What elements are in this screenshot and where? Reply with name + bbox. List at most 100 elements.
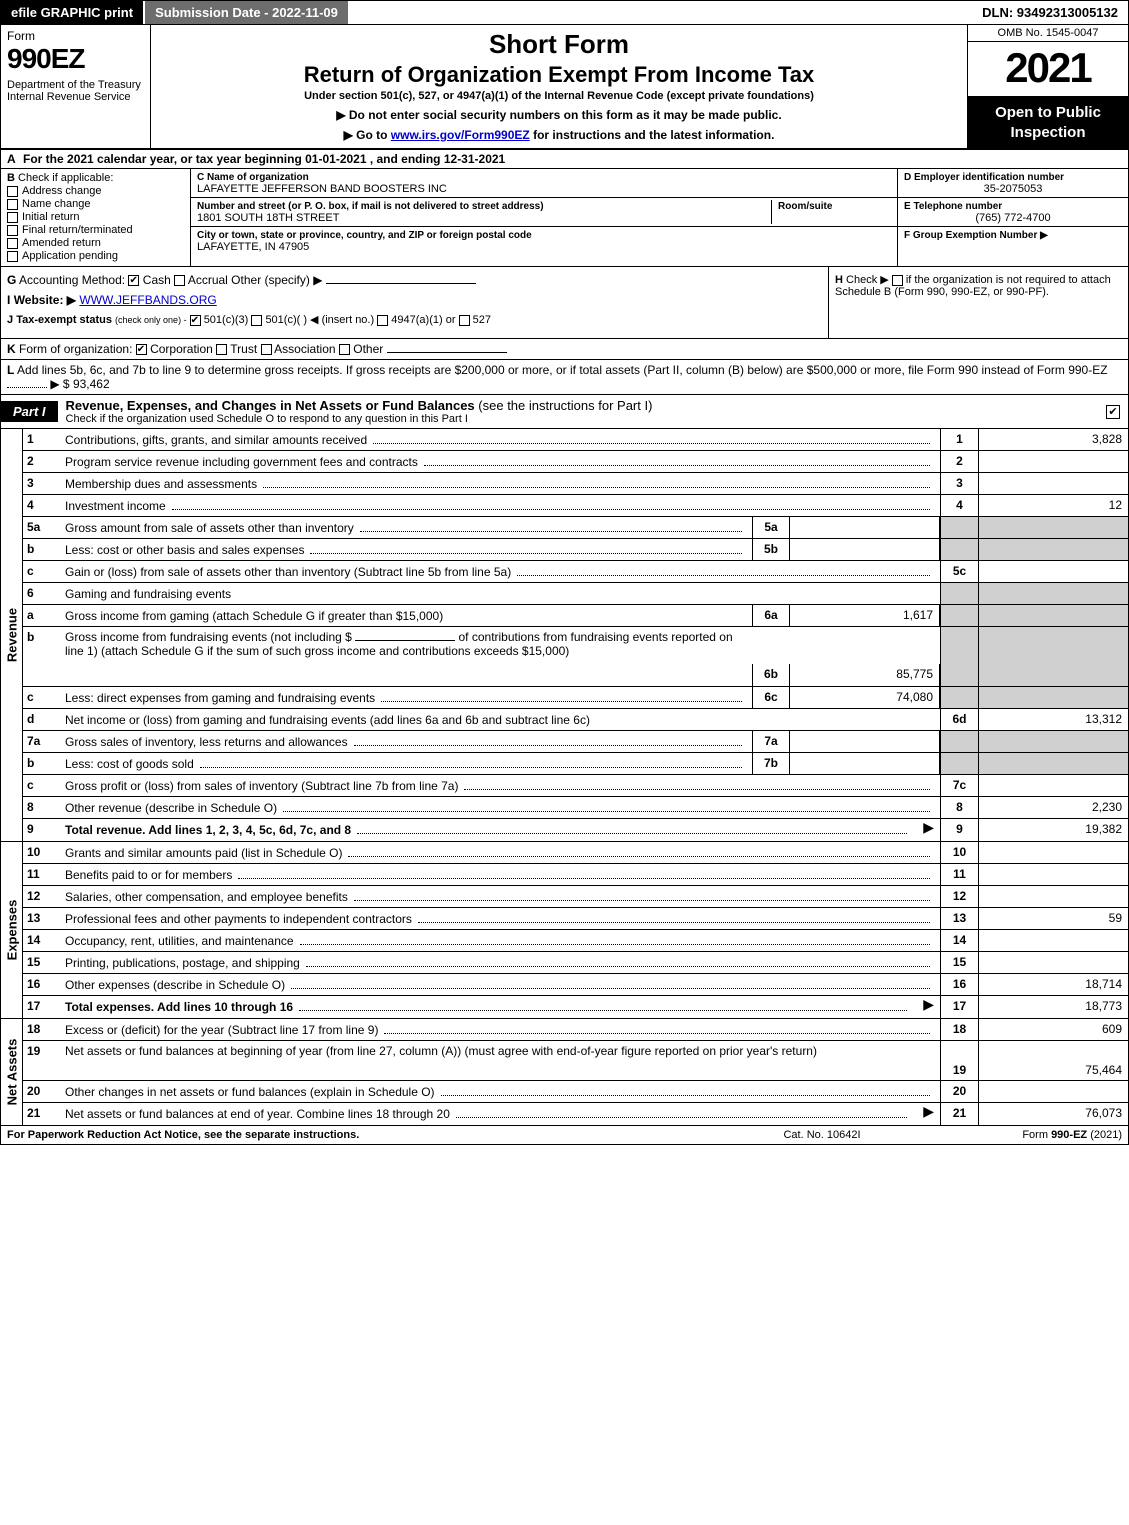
contrib-amount-input[interactable]: [355, 640, 455, 641]
check-h[interactable]: [892, 275, 903, 286]
b-item-5: Application pending: [22, 250, 118, 262]
check-corporation[interactable]: [136, 344, 147, 355]
line-desc: Printing, publications, postage, and shi…: [61, 952, 940, 973]
footer-right-post: (2021): [1087, 1129, 1122, 1141]
line-rnum-shaded: [940, 517, 978, 538]
revenue-label: Revenue: [4, 608, 19, 662]
col-c: C Name of organization LAFAYETTE JEFFERS…: [191, 169, 898, 266]
check-address-change[interactable]: Address change: [7, 185, 184, 197]
line-rnum-shaded: [940, 583, 978, 604]
k-opt-1: Trust: [230, 342, 257, 356]
line-rval: [978, 1081, 1128, 1102]
other-org-input[interactable]: [387, 352, 507, 353]
check-other-org[interactable]: [339, 344, 350, 355]
line-num: 3: [23, 473, 61, 494]
line-num: 17: [23, 996, 61, 1018]
l-text: Add lines 5b, 6c, and 7b to line 9 to de…: [17, 363, 1108, 377]
label-g: G: [7, 273, 16, 287]
arrow-icon: ▶: [917, 996, 940, 1018]
line-rval: 12: [978, 495, 1128, 516]
check-application-pending[interactable]: Application pending: [7, 250, 184, 262]
line-rnum: 3: [940, 473, 978, 494]
line-ival: [790, 753, 940, 774]
top-bar: efile GRAPHIC print Submission Date - 20…: [0, 0, 1129, 25]
line-rnum: 4: [940, 495, 978, 516]
line-desc: Gaming and fundraising events: [61, 583, 940, 604]
net-assets-side-label: Net Assets: [1, 1019, 23, 1125]
line-num: 8: [23, 797, 61, 818]
check-501c3[interactable]: [190, 315, 201, 326]
line-num: 20: [23, 1081, 61, 1102]
line-7c: c Gross profit or (loss) from sales of i…: [23, 775, 1128, 797]
line-rval-shaded: [978, 605, 1128, 626]
part-1-title: Revenue, Expenses, and Changes in Net As…: [58, 395, 1106, 428]
check-name-change[interactable]: Name change: [7, 198, 184, 210]
check-501c[interactable]: [251, 315, 262, 326]
i-title: Website: ▶: [14, 293, 76, 307]
check-schedule-o-part1[interactable]: [1106, 405, 1120, 419]
revenue-lines: 1 Contributions, gifts, grants, and simi…: [23, 429, 1128, 841]
line-num: 12: [23, 886, 61, 907]
form-number: 990EZ: [7, 43, 144, 75]
check-accrual[interactable]: [174, 275, 185, 286]
label-b: B: [7, 172, 15, 184]
line-rnum: 7c: [940, 775, 978, 796]
line-rval-shaded: [978, 687, 1128, 708]
label-k: K: [7, 342, 16, 356]
expenses-section: Expenses 10 Grants and similar amounts p…: [0, 842, 1129, 1019]
check-4947[interactable]: [377, 315, 388, 326]
instruction-2: ▶ Go to www.irs.gov/Form990EZ for instru…: [159, 128, 959, 142]
line-num: 18: [23, 1019, 61, 1040]
instr2-pre: ▶ Go to: [344, 128, 391, 142]
line-rval-shaded: [978, 753, 1128, 774]
check-initial-return[interactable]: Initial return: [7, 211, 184, 223]
address-row: Number and street (or P. O. box, if mail…: [191, 198, 897, 227]
line-6: 6 Gaming and fundraising events: [23, 583, 1128, 605]
line-desc: Less: direct expenses from gaming and fu…: [61, 687, 752, 708]
line-rval: 59: [978, 908, 1128, 929]
check-amended-return[interactable]: Amended return: [7, 237, 184, 249]
line-rval: 19,382: [978, 819, 1128, 841]
line-rval: [978, 930, 1128, 951]
line-desc: Contributions, gifts, grants, and simila…: [61, 429, 940, 450]
j-sub: (check only one) -: [115, 315, 187, 325]
line-num: 7a: [23, 731, 61, 752]
line-inum: 5b: [752, 539, 790, 560]
net-assets-label: Net Assets: [4, 1039, 19, 1106]
arrow-icon: ▶: [1040, 230, 1048, 241]
line-ival: 74,080: [790, 687, 940, 708]
efile-print-button[interactable]: efile GRAPHIC print: [1, 1, 143, 24]
line-desc: Gross income from fundraising events (no…: [61, 627, 752, 686]
line-rnum: 5c: [940, 561, 978, 582]
line-rval: [978, 952, 1128, 973]
org-name-row: C Name of organization LAFAYETTE JEFFERS…: [191, 169, 897, 198]
expenses-lines: 10 Grants and similar amounts paid (list…: [23, 842, 1128, 1018]
line-8: 8 Other revenue (describe in Schedule O)…: [23, 797, 1128, 819]
form-header: Form 990EZ Department of the Treasury In…: [0, 25, 1129, 150]
website-link[interactable]: WWW.JEFFBANDS.ORG: [79, 293, 216, 307]
check-cash[interactable]: [128, 275, 139, 286]
line-10: 10 Grants and similar amounts paid (list…: [23, 842, 1128, 864]
line-rnum: 2: [940, 451, 978, 472]
line-desc: Gross profit or (loss) from sales of inv…: [61, 775, 940, 796]
line-6a: a Gross income from gaming (attach Sched…: [23, 605, 1128, 627]
form-label: Form: [7, 29, 144, 43]
line-rnum: 21: [940, 1103, 978, 1125]
h-text1: Check ▶: [846, 274, 889, 286]
label-c: C: [197, 172, 204, 183]
line-rnum: 11: [940, 864, 978, 885]
irs-link[interactable]: www.irs.gov/Form990EZ: [391, 128, 530, 142]
line-num: b: [23, 627, 61, 686]
check-trust[interactable]: [216, 344, 227, 355]
line-17: 17 Total expenses. Add lines 10 through …: [23, 996, 1128, 1018]
ein: 35-2075053: [904, 183, 1122, 195]
group-exemption-row: F Group Exemption Number ▶: [898, 227, 1128, 243]
other-specify-input[interactable]: [326, 283, 476, 284]
check-527[interactable]: [459, 315, 470, 326]
b-item-4: Amended return: [22, 237, 101, 249]
j-title: Tax-exempt status: [16, 314, 112, 326]
check-association[interactable]: [261, 344, 272, 355]
footer-left: For Paperwork Reduction Act Notice, see …: [7, 1129, 722, 1141]
part-1-title-text: Revenue, Expenses, and Changes in Net As…: [66, 398, 475, 413]
check-final-return[interactable]: Final return/terminated: [7, 224, 184, 236]
